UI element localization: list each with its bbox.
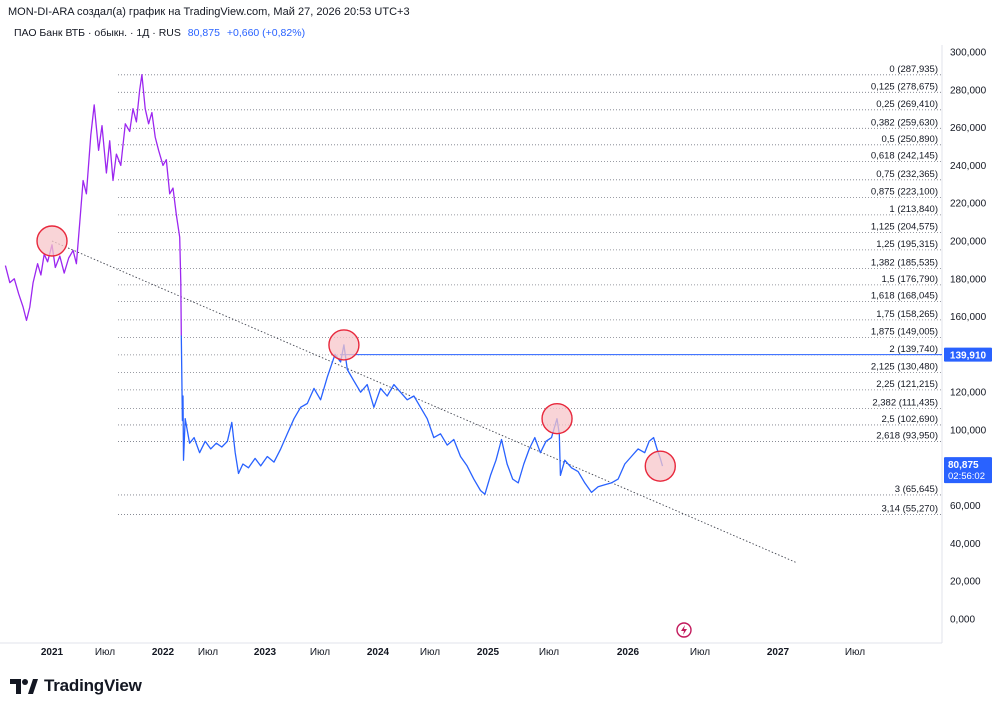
time-axis-tick: Июл xyxy=(690,647,710,658)
time-axis-tick: Июл xyxy=(95,647,115,658)
time-axis-tick: Июл xyxy=(420,647,440,658)
event-flash-glyph xyxy=(681,625,687,635)
fib-level-label: 3 (65,645) xyxy=(895,484,938,495)
fib-level-label: 1,25 (195,315) xyxy=(876,239,938,250)
fib-level-label: 2 (139,740) xyxy=(889,344,938,355)
price-axis-tick: 40,000 xyxy=(950,539,981,550)
marked-circle[interactable] xyxy=(541,402,573,435)
price-axis-tick: 240,000 xyxy=(950,161,987,172)
price-axis-tick: 300,000 xyxy=(950,48,987,59)
price-chart-svg[interactable]: 0 (287,935) 0,125 (278,675) 0,25 (269,410)… xyxy=(0,45,1000,665)
time-axis-tick: 2026 xyxy=(617,647,640,658)
last-price-countdown: 02:56:02 xyxy=(948,471,985,482)
time-axis-tick: 2022 xyxy=(152,647,175,658)
price-axis-tick: 0,000 xyxy=(950,615,975,626)
fib-level-label: 0,5 (250,890) xyxy=(881,134,938,145)
marked-circle[interactable] xyxy=(644,450,676,482)
fib-level-label: 2,382 (111,435) xyxy=(872,397,938,408)
price-axis-tick: 180,000 xyxy=(950,274,987,285)
fib-level-label: 1,5 (176,790) xyxy=(881,274,938,285)
fib-level-label: 2,125 (130,480) xyxy=(871,361,938,372)
price-axis-tick: 260,000 xyxy=(950,123,987,134)
time-axis-tick: 2025 xyxy=(477,647,500,658)
price-chart[interactable]: 0 (287,935) 0,125 (278,675) 0,25 (269,410)… xyxy=(0,45,1000,665)
price-axis-tick: 160,000 xyxy=(950,312,987,323)
fib-level-label: 0,875 (223,100) xyxy=(871,186,938,197)
fib-level-label: 0,618 (242,145) xyxy=(871,150,938,161)
price-series-blue xyxy=(180,335,664,495)
last-price-badge-value: 80,875 xyxy=(948,460,979,471)
price-change-value: +0,660 (+0,82%) xyxy=(226,27,306,39)
horizontal-line-price-badge xyxy=(944,347,992,362)
time-axis-tick: Июл xyxy=(198,647,218,658)
time-axis-tick: Июл xyxy=(845,647,865,658)
price-axis-tick: 20,000 xyxy=(950,577,981,588)
fib-level-label: 1,618 (168,045) xyxy=(871,290,938,301)
fib-level-label: 1,75 (158,265) xyxy=(876,309,938,320)
time-axis-tick: 2021 xyxy=(41,647,64,658)
fib-level-label: 1,875 (149,005) xyxy=(871,326,938,337)
fib-level-label: 2,5 (102,690) xyxy=(881,414,938,425)
price-axis-tick: 120,000 xyxy=(950,388,987,399)
price-series-purple xyxy=(4,74,182,336)
fib-level-label: 0,382 (259,630) xyxy=(871,117,938,128)
time-axis-tick: 2023 xyxy=(254,647,277,658)
tradingview-logo-icon xyxy=(10,679,38,694)
chart-author-header: MON-DI-ARA создал(а) график на TradingVi… xyxy=(8,6,410,18)
fib-level-label: 2,25 (121,215) xyxy=(876,379,938,390)
fib-level-label: 0,25 (269,410) xyxy=(876,99,938,110)
marked-circle[interactable] xyxy=(36,225,68,257)
fib-level-label: 1,125 (204,575) xyxy=(871,221,938,232)
trend-line xyxy=(51,240,796,563)
time-axis-tick: 2024 xyxy=(367,647,390,658)
marked-circle[interactable] xyxy=(328,329,360,361)
last-price-badge xyxy=(944,457,992,484)
fib-level-label: 0,125 (278,675) xyxy=(871,81,938,92)
last-price-value: 80,875 xyxy=(187,27,220,39)
price-axis-tick: 280,000 xyxy=(950,85,987,96)
fib-level-label: 1 (213,840) xyxy=(889,204,938,215)
tradingview-logo: TradingView xyxy=(10,676,142,696)
tradingview-logo-text: TradingView xyxy=(44,676,142,695)
horizontal-line-price-label: 139,910 xyxy=(950,351,987,362)
symbol-title: ПАО Банк ВТБ · обыкн. · 1Д · RUS xyxy=(14,27,181,39)
fib-level-label: 2,618 (93,950) xyxy=(876,430,938,441)
time-axis-tick: 2027 xyxy=(767,647,790,658)
price-axis-tick: 100,000 xyxy=(950,426,987,437)
price-axis-tick: 200,000 xyxy=(950,237,987,248)
fib-level-label: 3,14 (55,270) xyxy=(881,504,938,515)
fib-level-label: 0,75 (232,365) xyxy=(876,169,938,180)
symbol-legend[interactable]: ПАО Банк ВТБ · обыкн. · 1Д · RUS 80,875 … xyxy=(14,27,305,39)
fib-level-label: 0 (287,935) xyxy=(889,64,938,75)
time-axis-tick: Июл xyxy=(539,647,559,658)
fib-level-label: 1,382 (185,535) xyxy=(871,257,938,268)
price-axis-tick: 60,000 xyxy=(950,501,981,512)
price-axis-tick: 220,000 xyxy=(950,199,987,210)
time-axis-tick: Июл xyxy=(310,647,330,658)
